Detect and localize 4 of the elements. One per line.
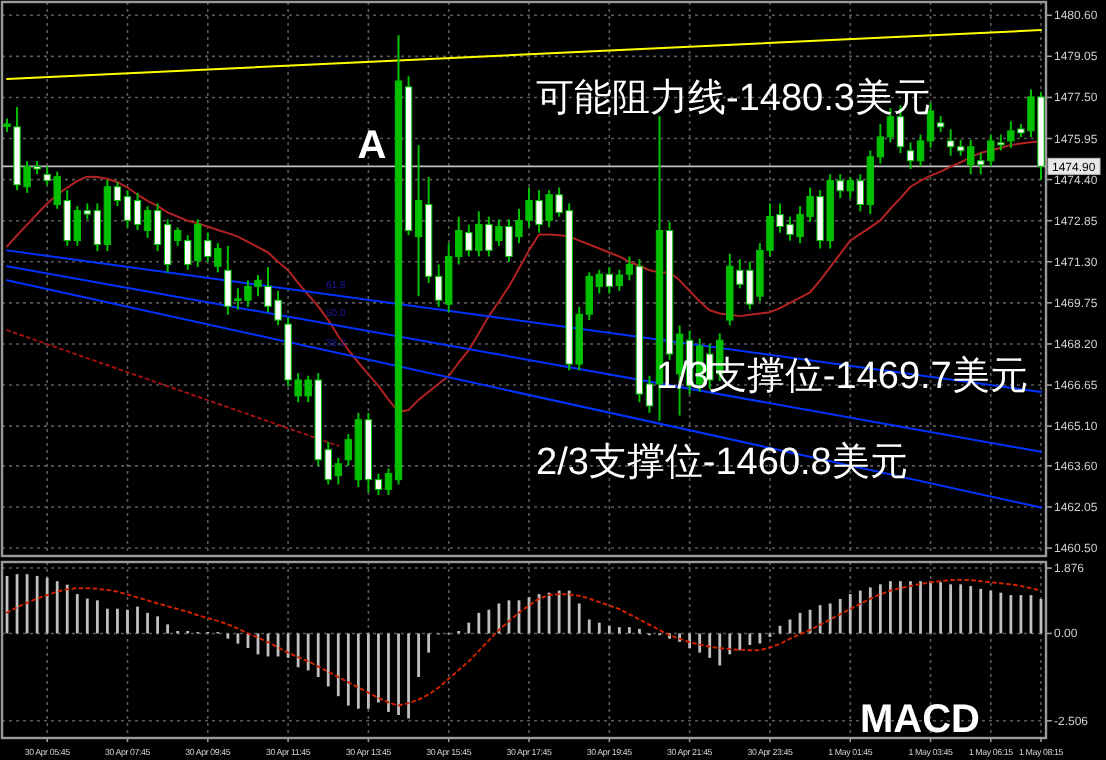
annotation: MACD — [860, 698, 980, 742]
annotation: A — [357, 124, 387, 168]
annotation: 可能阻力线-1480.3美元 — [536, 76, 931, 120]
line-series — [6, 578, 1042, 707]
